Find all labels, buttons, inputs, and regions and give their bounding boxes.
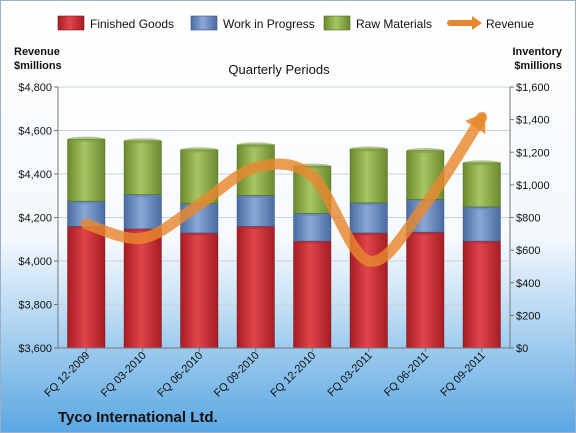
left-axis-tick-label: $4,000 (18, 256, 52, 268)
legend-label-revenue: Revenue (486, 17, 534, 31)
right-axis-tick-label: $800 (516, 213, 540, 225)
bar-raw-materials-0 (67, 138, 106, 202)
right-axis-tick-label: $1,200 (516, 147, 550, 159)
legend-label-work-in-progress: Work in Progress (223, 17, 315, 31)
left-axis-tick-label: $4,400 (18, 169, 52, 181)
left-axis-tick-label: $4,800 (18, 82, 52, 94)
bar-finished-goods-4 (293, 240, 332, 349)
bar-work-in-progress-4 (293, 213, 332, 242)
bar-finished-goods-0 (67, 226, 106, 349)
right-axis-tick-label: $0 (516, 343, 528, 355)
legend-swatch-raw-materials (323, 15, 351, 31)
bar-raw-materials-5 (349, 148, 388, 204)
bar-finished-goods-1 (123, 228, 162, 349)
left-axis-title-line2: $millions (14, 60, 62, 72)
bar-cap (463, 160, 501, 166)
legend-swatch-work-in-progress (190, 15, 218, 31)
bar-raw-materials-1 (123, 140, 162, 195)
legend-swatch-finished-goods (57, 15, 85, 31)
right-axis-tick-label: $600 (516, 245, 540, 257)
right-axis-title-line1: Inventory (512, 46, 562, 58)
bar-cap (180, 147, 218, 153)
chart-title: Quarterly Periods (228, 62, 330, 77)
left-axis: $3,600 $3,800 $4,000 $4,200 $4,400 $4,600 $4,8… (18, 82, 59, 355)
bar-work-in-progress-7 (462, 206, 501, 242)
legend-label-raw-materials: Raw Materials (356, 17, 432, 31)
revenue-line-group (80, 111, 488, 267)
bar-work-in-progress-1 (123, 194, 162, 230)
left-axis-tick-label: $4,600 (18, 126, 52, 138)
bar-finished-goods-6 (406, 231, 445, 349)
bar-finished-goods-2 (180, 232, 219, 349)
legend-label-finished-goods: Finished Goods (90, 17, 174, 31)
bar-finished-goods-7 (462, 240, 501, 349)
right-axis-tick-label: $1,600 (516, 82, 550, 94)
right-axis-tick-label: $400 (516, 278, 540, 290)
bar-raw-materials-7 (462, 162, 501, 208)
company-name: Tyco International Ltd. (58, 409, 218, 426)
bar-cap (406, 148, 444, 154)
bar-cap (350, 146, 388, 152)
right-axis: $0 $200 $400 $600 $800 $1,000 $1,200 $1,400 $1,6… (509, 82, 550, 355)
revenue-line (80, 111, 488, 267)
right-axis-tick-label: $1,000 (516, 180, 550, 192)
bar-cap (67, 136, 105, 142)
bar-cap (237, 142, 275, 148)
left-axis-title-line1: Revenue (14, 46, 60, 58)
bar-work-in-progress-3 (236, 195, 275, 227)
right-axis-title-line2: $millions (514, 60, 562, 72)
right-axis-tick-label: $200 (516, 310, 540, 322)
left-axis-tick-label: $3,800 (18, 300, 52, 312)
left-axis-tick-label: $3,600 (18, 343, 52, 355)
revenue-arrowhead (465, 112, 486, 135)
bar-work-in-progress-5 (349, 202, 388, 234)
bar-cap (124, 138, 162, 144)
legend: Finished Goods Work in Progress Raw Materi… (57, 15, 534, 31)
legend-arrow-revenue (472, 16, 482, 30)
left-axis-tick-label: $4,200 (18, 213, 52, 225)
right-axis-tick-label: $1,400 (516, 115, 550, 127)
bar-finished-goods-3 (236, 226, 275, 349)
